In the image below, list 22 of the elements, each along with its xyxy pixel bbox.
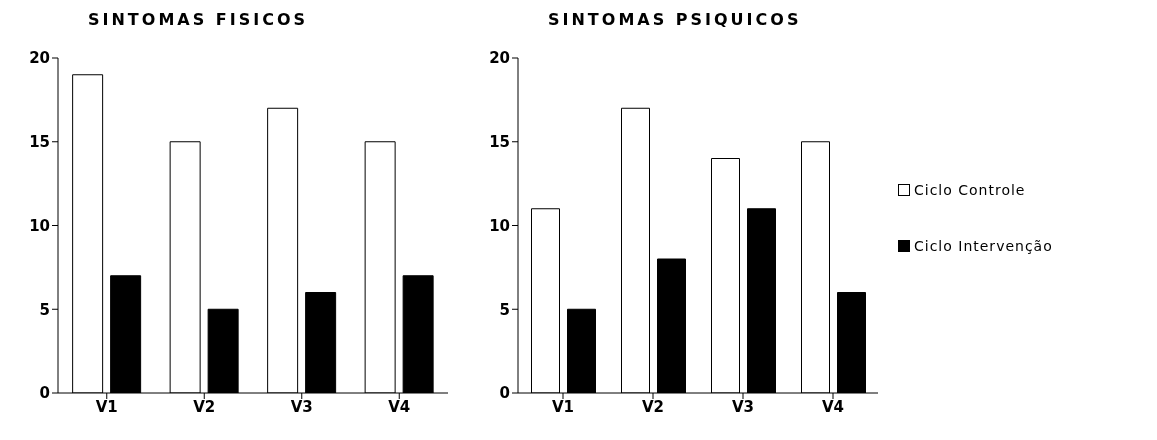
y-tick-label: 5 bbox=[39, 300, 50, 319]
x-tick-label: V4 bbox=[388, 397, 411, 416]
y-tick-label: 10 bbox=[489, 216, 510, 235]
y-tick-label: 5 bbox=[499, 300, 510, 319]
y-tick-label: 15 bbox=[29, 133, 50, 152]
y-tick-label: 0 bbox=[499, 384, 510, 403]
x-tick-label: V3 bbox=[731, 397, 755, 416]
y-tick-label: 20 bbox=[29, 49, 50, 68]
legend-label: Ciclo Controle bbox=[914, 182, 1026, 198]
x-tick-label: V3 bbox=[290, 397, 313, 416]
x-tick-label: V4 bbox=[821, 397, 845, 416]
y-tick-label: 0 bbox=[39, 384, 50, 403]
legend-label: Ciclo Intervenção bbox=[914, 238, 1053, 254]
y-tick-label: 20 bbox=[489, 49, 510, 68]
x-tick-label: V1 bbox=[95, 397, 118, 416]
x-tick-label: V2 bbox=[193, 397, 216, 416]
x-tick-label: V1 bbox=[551, 397, 575, 416]
chart-title: SINTOMAS PSIQUICOS bbox=[547, 9, 803, 31]
chart-title: SINTOMAS FISICOS bbox=[87, 9, 309, 31]
x-tick-label: V2 bbox=[641, 397, 665, 416]
y-tick-label: 10 bbox=[29, 216, 50, 235]
y-tick-label: 15 bbox=[489, 133, 510, 152]
